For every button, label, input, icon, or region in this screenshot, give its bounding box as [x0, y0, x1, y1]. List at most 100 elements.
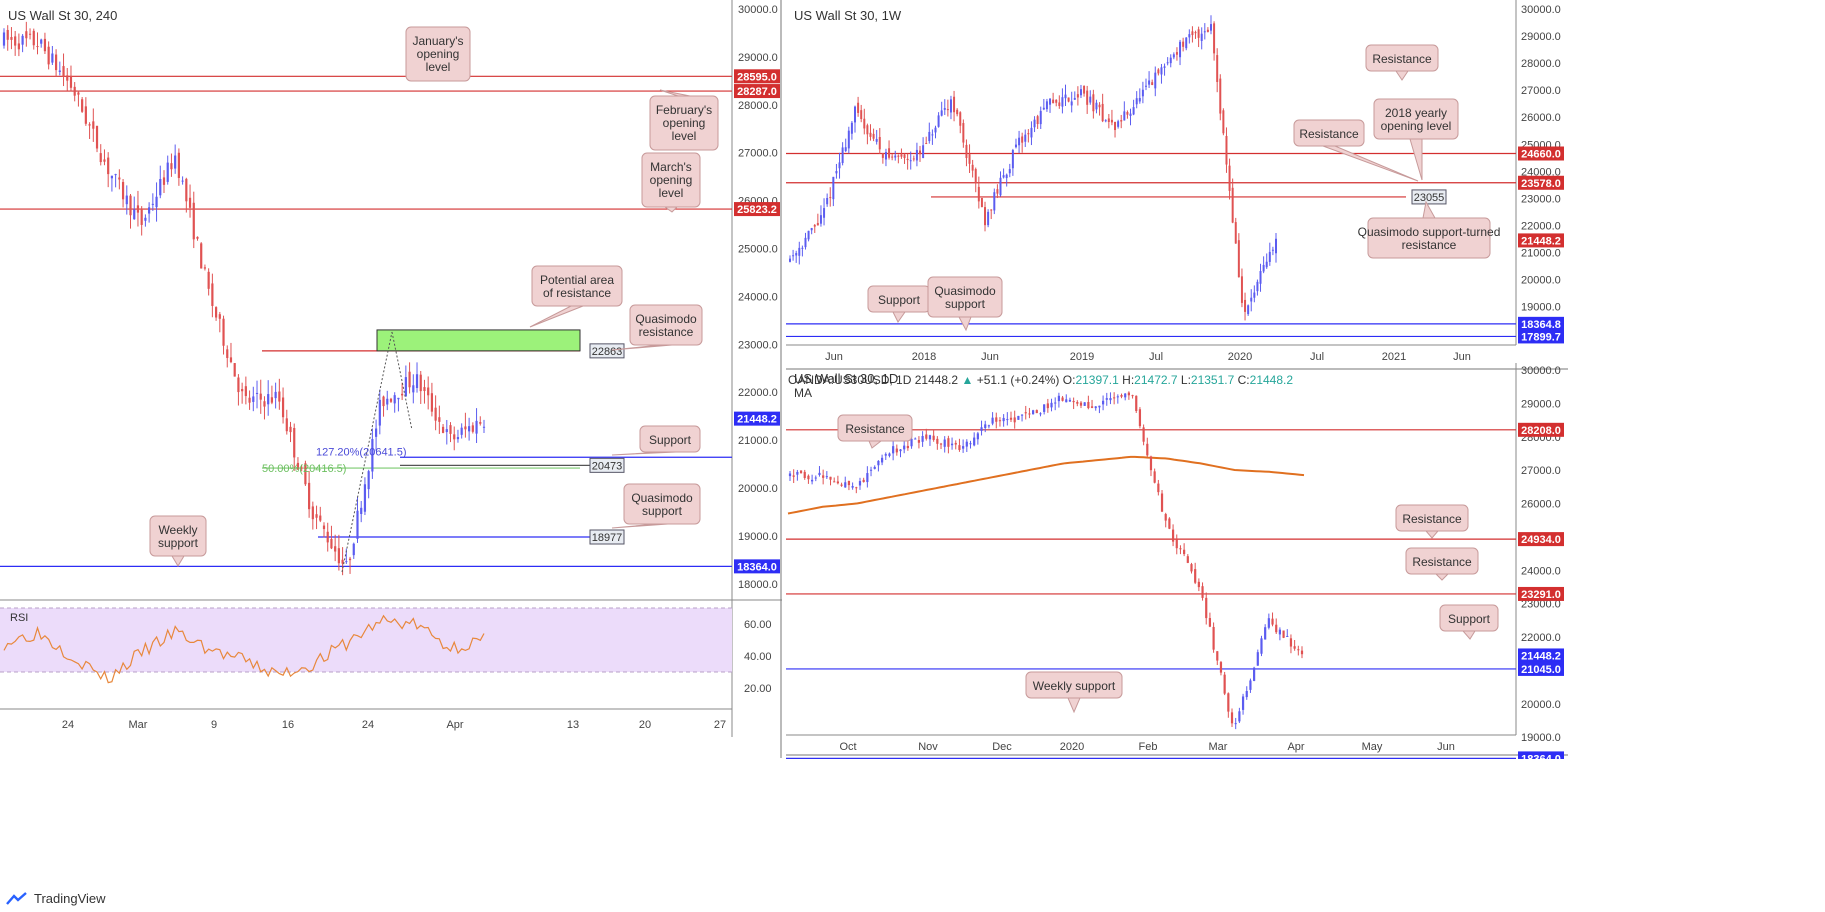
candle-body: [840, 484, 843, 486]
tradingview-footer[interactable]: TradingView: [6, 891, 106, 906]
candle-body: [1110, 119, 1113, 123]
candle-body: [903, 445, 906, 450]
candle-body: [1002, 417, 1005, 422]
candle-body: [976, 433, 979, 440]
candle-body: [965, 144, 968, 159]
candle-body: [909, 160, 912, 162]
candle-body: [847, 130, 850, 149]
candle-body: [921, 435, 924, 442]
candle-body: [991, 417, 994, 424]
candle-body: [1216, 55, 1219, 82]
candle-body: [984, 424, 987, 428]
candle-body: [818, 472, 821, 476]
moving-average-line: [787, 455, 1305, 515]
price-tag-bg: [734, 411, 780, 426]
candle-body: [1129, 113, 1132, 116]
y-axis-tick: 30000.0: [1521, 4, 1561, 16]
candle-body: [1286, 635, 1289, 637]
candle-body: [1188, 34, 1191, 38]
price-tag-text: 17899.7: [1521, 331, 1561, 343]
price-tag-bg: [589, 343, 625, 359]
callout-box: [1293, 119, 1365, 147]
candle-body: [181, 180, 184, 182]
x-axis-tick: Oct: [839, 741, 856, 753]
candle-body: [453, 434, 456, 440]
candle-body: [1166, 62, 1169, 64]
candle-body: [40, 39, 43, 44]
x-axis-tick: 2021: [1382, 351, 1406, 363]
price-tag: 21448.2: [734, 411, 780, 426]
callout-box: [149, 515, 207, 557]
candle-body: [925, 143, 928, 145]
candle-body: [1203, 31, 1206, 33]
candle-body: [177, 152, 180, 178]
weekly-chart[interactable]: 30000.029000.028000.027000.026000.025000…: [786, 0, 1568, 370]
candle-body: [999, 177, 1002, 196]
candle-body: [54, 54, 58, 71]
candle-body: [479, 422, 482, 424]
h4-chart[interactable]: 127.20%(20641.5) 50.00%(20416.5) 30000.0 2…: [0, 0, 782, 758]
candle-body: [1172, 54, 1175, 58]
candle-body: [88, 124, 91, 126]
candle-body: [151, 203, 154, 205]
callout-text: 2018 yearly opening level: [1381, 106, 1452, 133]
candle-body: [928, 435, 932, 440]
candle-body: [419, 374, 422, 392]
candle-body: [1164, 514, 1167, 521]
low-value: 21351.7: [1190, 373, 1235, 387]
x-axis-tick: 13: [567, 719, 579, 731]
callout: Quasimodo support-turned resistance: [1358, 200, 1500, 259]
price-tag-text: 21448.2: [1521, 235, 1561, 247]
candle-body: [397, 397, 400, 400]
callout: February's opening level: [649, 89, 719, 151]
callout: January's opening level: [405, 26, 471, 82]
candle-body: [1163, 66, 1166, 68]
y-axis-tick: 23000.0: [1521, 599, 1561, 611]
candle-body: [1028, 413, 1031, 415]
candle-body: [382, 396, 385, 407]
candle-body: [1024, 412, 1027, 414]
y-axis-tick: 25000.0: [738, 244, 778, 256]
candle-body: [860, 110, 863, 120]
callout-box: [639, 425, 701, 453]
candle-body: [855, 487, 858, 489]
y-axis-tick: 26000.0: [1521, 112, 1561, 124]
callout-box: [629, 304, 703, 346]
candle-body: [1017, 415, 1020, 420]
candle-body: [892, 446, 895, 454]
rsi-axis-tick: 20.00: [744, 683, 772, 695]
callout-box: [1373, 98, 1459, 140]
candle-body: [915, 149, 918, 161]
candle-body: [900, 154, 903, 157]
callout-text: Resistance: [1372, 52, 1432, 66]
candle-body: [1068, 399, 1072, 402]
candle-body: [1260, 638, 1263, 654]
candle-body: [468, 426, 471, 432]
candle-body: [922, 145, 925, 159]
candle-body: [881, 153, 884, 158]
candle-body: [1182, 41, 1185, 47]
candle-body: [270, 397, 274, 403]
candle-body: [1148, 80, 1151, 85]
candle-body: [1113, 397, 1116, 399]
candle-body: [144, 217, 147, 221]
price-tag-bg: [1518, 751, 1564, 759]
candle-body: [285, 418, 288, 432]
up-arrow-icon: ▲: [961, 373, 974, 387]
candle-body: [73, 86, 76, 96]
price-tag: 21448.2: [1518, 648, 1564, 663]
price-tag: 25823.2: [734, 202, 780, 217]
x-axis-tick: 16: [282, 719, 294, 731]
candle-body: [888, 453, 891, 456]
daily-chart[interactable]: 30000.029000.028000.027000.026000.025000…: [786, 363, 1568, 759]
candle-body: [389, 398, 393, 402]
candle-body: [1018, 137, 1021, 146]
candle-body: [140, 209, 143, 225]
callout-text: Resistance: [1402, 512, 1462, 526]
candle-body: [1141, 89, 1144, 97]
x-axis-tick: Jun: [1453, 351, 1471, 363]
candle-body: [129, 195, 132, 216]
price-tag-text: 28595.0: [737, 71, 777, 83]
candle-body: [259, 393, 262, 400]
candle-body: [6, 29, 9, 40]
